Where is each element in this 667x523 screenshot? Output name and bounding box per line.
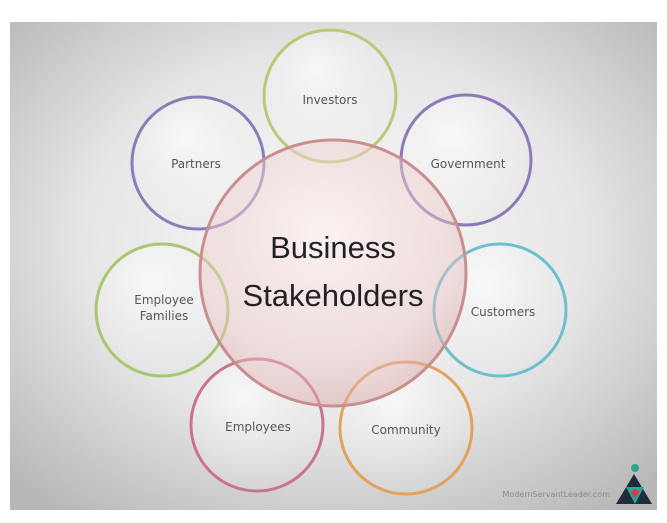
node-customers-label: Customers [471, 305, 536, 319]
node-investors-label: Investors [302, 93, 357, 107]
logo-icon [616, 464, 652, 504]
node-employee-families-label-line1: Employee [134, 293, 193, 307]
node-employee-families: Employee Families [94, 242, 230, 378]
watermark: ModernServantLeader.com [503, 464, 652, 504]
node-community-label: Community [371, 423, 440, 437]
node-investors: Investors [262, 28, 398, 164]
node-partners-label: Partners [171, 157, 221, 171]
node-government-label: Government [431, 157, 506, 171]
center-title-line2: Stakeholders [243, 278, 424, 313]
center-title-line1: Business [270, 230, 396, 265]
center-hub-circle [198, 138, 468, 408]
node-employees-label: Employees [225, 420, 291, 434]
center-hub: Business Stakeholders [198, 138, 468, 408]
node-employee-families-label-line2: Families [140, 309, 188, 323]
watermark-text: ModernServantLeader.com [503, 490, 611, 499]
